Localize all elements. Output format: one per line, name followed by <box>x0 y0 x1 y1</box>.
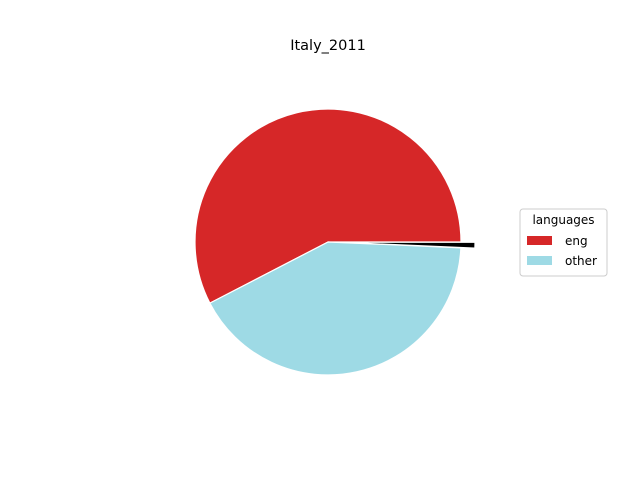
chart-title: Italy_2011 <box>290 38 366 54</box>
legend-items: eng other <box>527 234 597 268</box>
legend-title: languages <box>532 213 594 227</box>
pie-slice-unlabeled <box>341 241 476 249</box>
legend-label-other: other <box>565 254 597 268</box>
legend: languages eng other <box>519 208 608 277</box>
legend-swatch-eng <box>527 236 552 245</box>
legend-swatch-other <box>527 256 552 265</box>
pie-slices <box>194 108 476 376</box>
pie-slice-eng <box>194 108 462 304</box>
pie-slice-other <box>209 241 462 376</box>
legend-label-eng: eng <box>565 234 588 248</box>
